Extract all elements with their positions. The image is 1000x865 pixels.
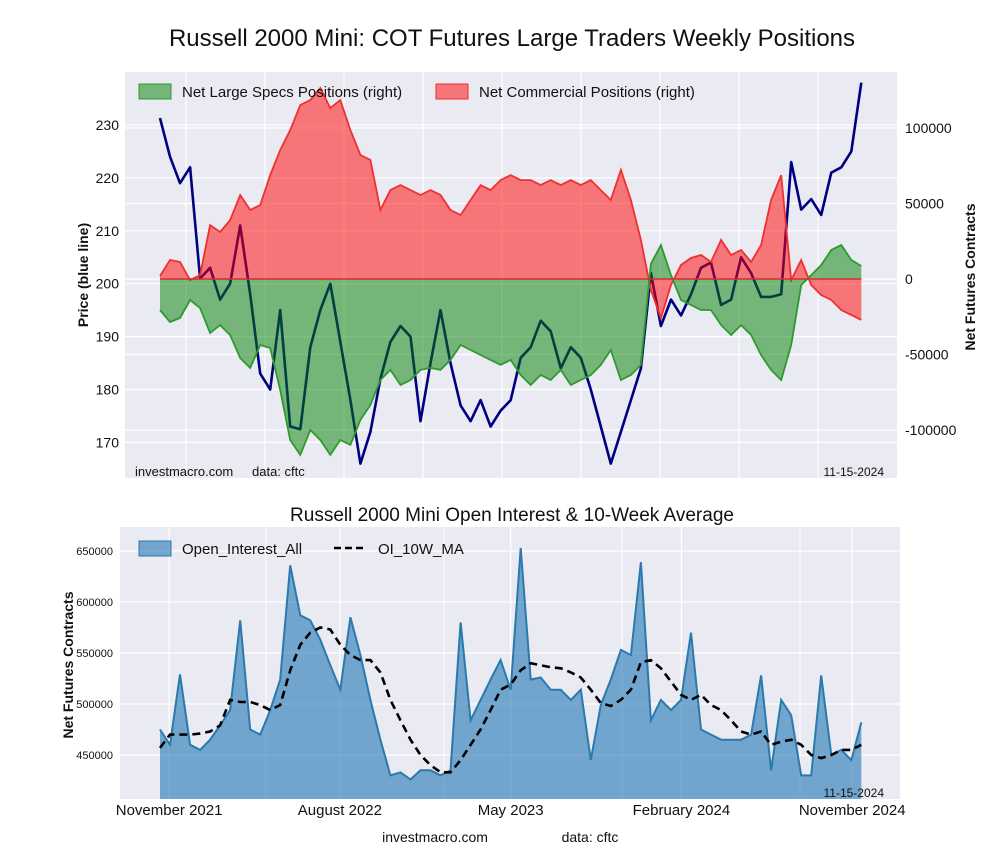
- legend-label-commercial: Net Commercial Positions (right): [479, 84, 695, 101]
- bottom-tick-label: 500000: [76, 699, 113, 711]
- right-tick-label: 0: [905, 271, 913, 287]
- left-tick-label: 180: [96, 382, 120, 398]
- legend-swatch-commercial: [435, 83, 469, 100]
- bottom-axis-ticks: 450000 500000 550000 600000 650000: [76, 546, 113, 762]
- bottom-x-axis-ticks: November 2021 August 2022 May 2023 February…: [116, 802, 906, 819]
- left-tick-label: 220: [96, 170, 120, 186]
- legend-label-oi: Open_Interest_All: [182, 541, 302, 558]
- legend-label-ma: OI_10W_MA: [378, 541, 464, 558]
- top-right-axis-label: Net Futures Contracts: [962, 203, 978, 350]
- right-tick-label: -100000: [905, 422, 957, 438]
- top-legend: Net Large Specs Positions (right) Net Co…: [138, 83, 695, 101]
- bottom-date-stamp: 11-15-2024: [824, 786, 885, 800]
- right-tick-label: 100000: [905, 120, 952, 136]
- legend-label-specs: Net Large Specs Positions (right): [182, 84, 402, 101]
- left-tick-label: 170: [96, 434, 120, 450]
- legend-swatch-specs: [138, 83, 172, 100]
- bottom-tick-label: 650000: [76, 546, 113, 558]
- top-right-axis-ticks: -100000 -50000 0 50000 100000: [905, 120, 957, 438]
- moving-average-line: [158, 626, 862, 774]
- top-date-stamp: 11-15-2024: [824, 465, 885, 479]
- legend-swatch-oi: [138, 540, 172, 557]
- left-tick-label: 190: [96, 329, 120, 345]
- x-tick-label: November 2021: [116, 802, 223, 819]
- top-source-data: data: cftc: [252, 464, 305, 479]
- x-tick-label: November 2024: [799, 802, 906, 819]
- top-left-axis-label: Price (blue line): [75, 223, 91, 327]
- bottom-tick-label: 450000: [76, 750, 113, 762]
- footer-site: investmacro.com: [382, 829, 488, 845]
- top-chart-marks: [158, 82, 863, 465]
- bottom-title: Russell 2000 Mini Open Interest & 10-Wee…: [290, 505, 734, 526]
- open-interest-area: [160, 547, 862, 799]
- main-title: Russell 2000 Mini: COT Futures Large Tra…: [169, 25, 855, 52]
- bottom-y-axis-label: Net Futures Contracts: [60, 591, 76, 738]
- specs-area: [160, 245, 862, 455]
- left-tick-label: 200: [96, 276, 120, 292]
- footer-source: data: cftc: [562, 829, 619, 845]
- x-tick-label: May 2023: [478, 802, 544, 819]
- bottom-legend: Open_Interest_All OI_10W_MA: [138, 540, 464, 558]
- open-interest-line: [159, 547, 863, 781]
- specs-line: [159, 242, 862, 457]
- x-tick-label: August 2022: [298, 802, 382, 819]
- top-source-site: investmacro.com: [135, 464, 233, 479]
- right-tick-label: -50000: [905, 347, 949, 363]
- left-tick-label: 230: [96, 117, 120, 133]
- left-tick-label: 210: [96, 223, 120, 239]
- top-left-axis-ticks: 170 180 190 200 210 220 230: [96, 117, 120, 450]
- right-tick-label: 50000: [905, 196, 944, 212]
- commercial-line: [159, 86, 862, 321]
- bottom-tick-label: 550000: [76, 648, 113, 660]
- bottom-chart-marks: [158, 547, 863, 799]
- bottom-tick-label: 600000: [76, 597, 113, 609]
- x-tick-label: February 2024: [633, 802, 731, 819]
